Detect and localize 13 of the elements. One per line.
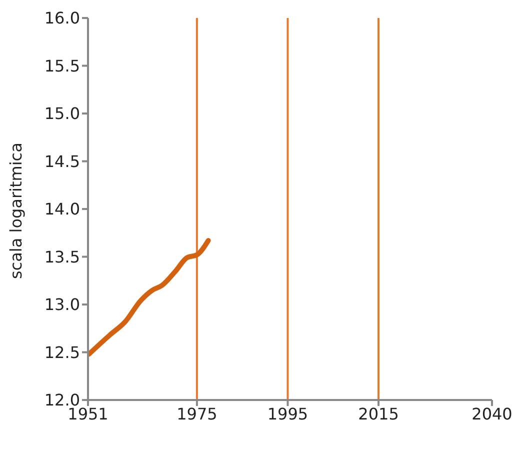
y-tick-label: 15.5 [44,56,80,76]
y-tick-label: 13.5 [44,247,80,266]
y-tick-label: 14.5 [44,152,80,171]
x-tick-label: 2015 [358,404,399,424]
y-tick-label: 13.0 [44,295,80,314]
y-tick-label: 15.0 [44,104,80,124]
x-tick-label: 2040 [472,404,512,424]
y-tick-label: 12.5 [44,342,80,362]
y-tick-label: 16.0 [44,8,80,28]
x-tick-label: 1975 [176,404,218,424]
x-tick-label: 1995 [267,404,308,424]
y-axis-title: scala logaritmica [6,142,26,279]
y-tick-label: 14.0 [44,200,80,219]
